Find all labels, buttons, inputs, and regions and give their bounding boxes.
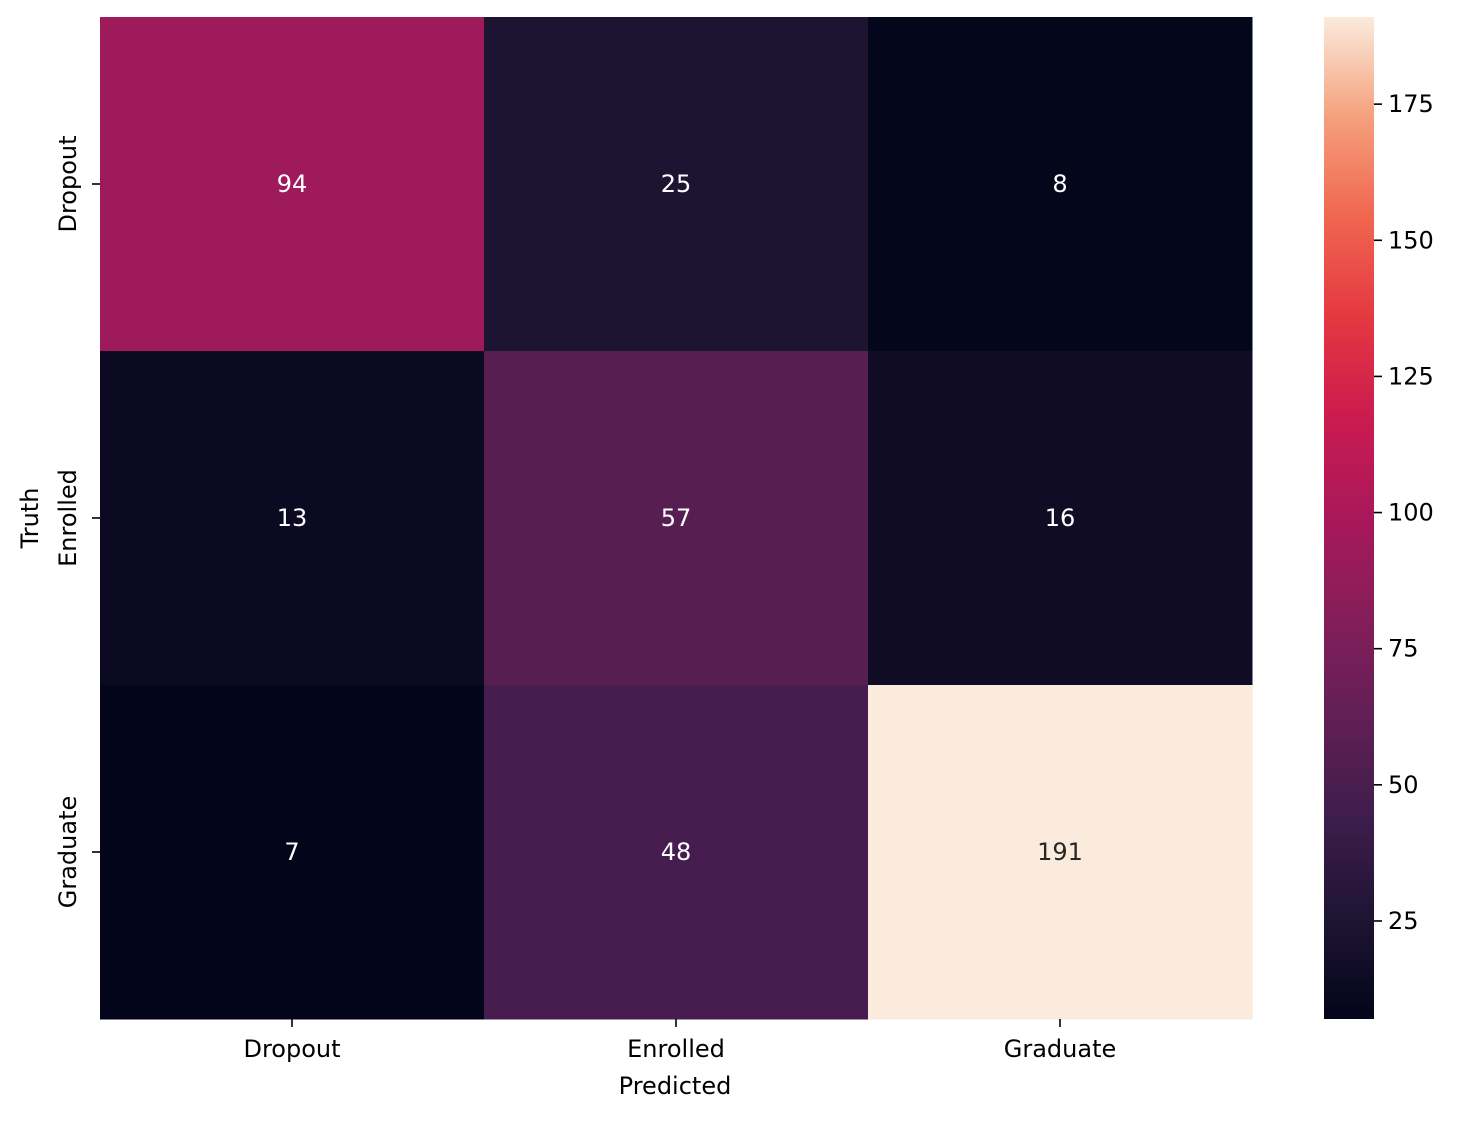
y-tick-label: Graduate — [54, 796, 82, 909]
heatmap-cell-2-2 — [868, 685, 1253, 1020]
heatmap-cell-0-0 — [100, 17, 485, 352]
cell-value-1-1: 57 — [661, 504, 692, 532]
y-tick-label: Enrolled — [54, 469, 82, 567]
cell-value-2-0: 7 — [284, 838, 299, 866]
colorbar-tick-label: 100 — [1388, 499, 1434, 527]
y-tick-label: Dropout — [54, 135, 82, 232]
x-tick-label: Dropout — [243, 1035, 340, 1063]
heatmap-cells — [100, 17, 1253, 1020]
cell-value-1-2: 16 — [1045, 504, 1076, 532]
x-axis-label: Predicted — [619, 1072, 732, 1100]
y-axis-label: Truth — [16, 488, 44, 550]
cell-value-0-0: 94 — [277, 170, 308, 198]
cell-value-1-0: 13 — [277, 504, 308, 532]
x-tick-label: Graduate — [1004, 1035, 1117, 1063]
heatmap-cell-0-2 — [868, 17, 1253, 352]
heatmap-cell-1-1 — [484, 351, 869, 686]
colorbar-tick-label: 25 — [1388, 907, 1419, 935]
colorbar-tick-label: 125 — [1388, 362, 1434, 390]
colorbar-tick-label: 175 — [1388, 90, 1434, 118]
heatmap-cell-2-1 — [484, 685, 869, 1020]
colorbar-tick-label: 150 — [1388, 226, 1434, 254]
cell-annotations: 94 25 8 13 57 16 7 48 191 — [277, 170, 1083, 866]
colorbar-gradient — [1324, 17, 1374, 1019]
heatmap-cell-1-0 — [100, 351, 485, 686]
colorbar-tick-label: 50 — [1388, 771, 1419, 799]
colorbar-tick-label: 75 — [1388, 635, 1419, 663]
x-axis: Dropout Enrolled Graduate — [243, 1019, 1116, 1063]
heatmap-cell-0-1 — [484, 17, 869, 352]
heatmap-cell-2-0 — [100, 685, 485, 1020]
y-axis: Dropout Enrolled Graduate — [54, 135, 100, 908]
heatmap-cell-1-2 — [868, 351, 1253, 686]
cell-value-0-1: 25 — [661, 170, 692, 198]
x-tick-label: Enrolled — [627, 1035, 725, 1063]
cell-value-2-2: 191 — [1037, 838, 1083, 866]
cell-value-0-2: 8 — [1052, 170, 1067, 198]
cell-value-2-1: 48 — [661, 838, 692, 866]
colorbar: 25 50 75 100 125 150 175 — [1324, 17, 1434, 1019]
